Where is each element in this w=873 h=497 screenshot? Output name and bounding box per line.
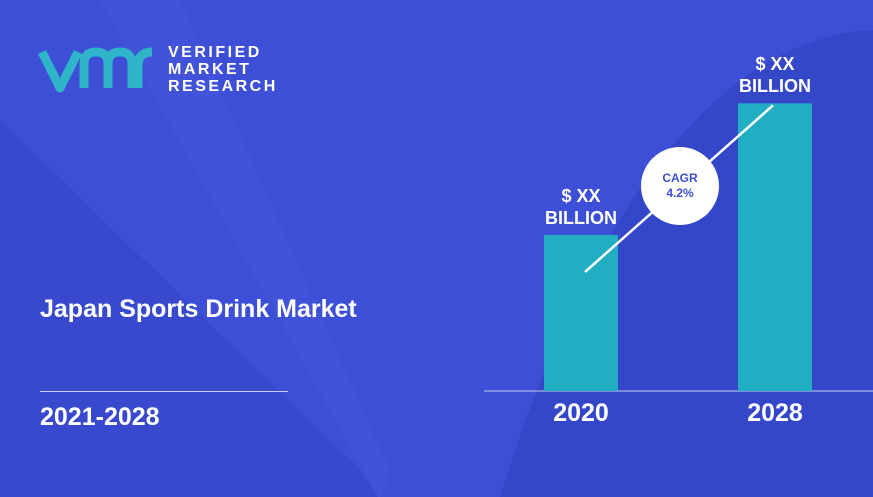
cagr-label: CAGR	[662, 171, 698, 185]
bar-2020	[544, 234, 618, 391]
background-v-left	[0, 120, 378, 497]
background-v-stroke	[100, 0, 390, 497]
forecast-period: 2021-2028	[40, 403, 160, 431]
bar-value-label-2028-unit: BILLION	[739, 76, 811, 97]
logo-line-market: MARKET	[168, 61, 252, 78]
market-title: Japan Sports Drink Market	[40, 295, 357, 323]
bar-value-label-2028-amount: $ XX	[755, 54, 795, 75]
verified-market-research-logo: VERIFIED MARKET RESEARCH	[38, 40, 288, 104]
cagr-value: 4.2%	[666, 186, 694, 200]
x-tick-2020: 2020	[553, 399, 609, 427]
bar-2028	[738, 103, 812, 392]
vmr-logo-icon	[38, 47, 153, 93]
x-tick-2028: 2028	[747, 399, 803, 427]
logo-line-research: RESEARCH	[168, 78, 278, 95]
bar-value-label-2020-unit: BILLION	[545, 207, 617, 228]
cagr-badge: CAGR 4.2%	[641, 147, 719, 225]
bar-value-label-2028: $ XX BILLION	[720, 53, 830, 97]
title-divider	[40, 391, 288, 392]
bar-value-label-2020: $ XX BILLION	[526, 185, 636, 229]
logo-line-verified: VERIFIED	[168, 44, 262, 61]
bar-value-label-2020-amount: $ XX	[561, 185, 601, 206]
logo-wordmark: VERIFIED MARKET RESEARCH	[168, 44, 278, 95]
